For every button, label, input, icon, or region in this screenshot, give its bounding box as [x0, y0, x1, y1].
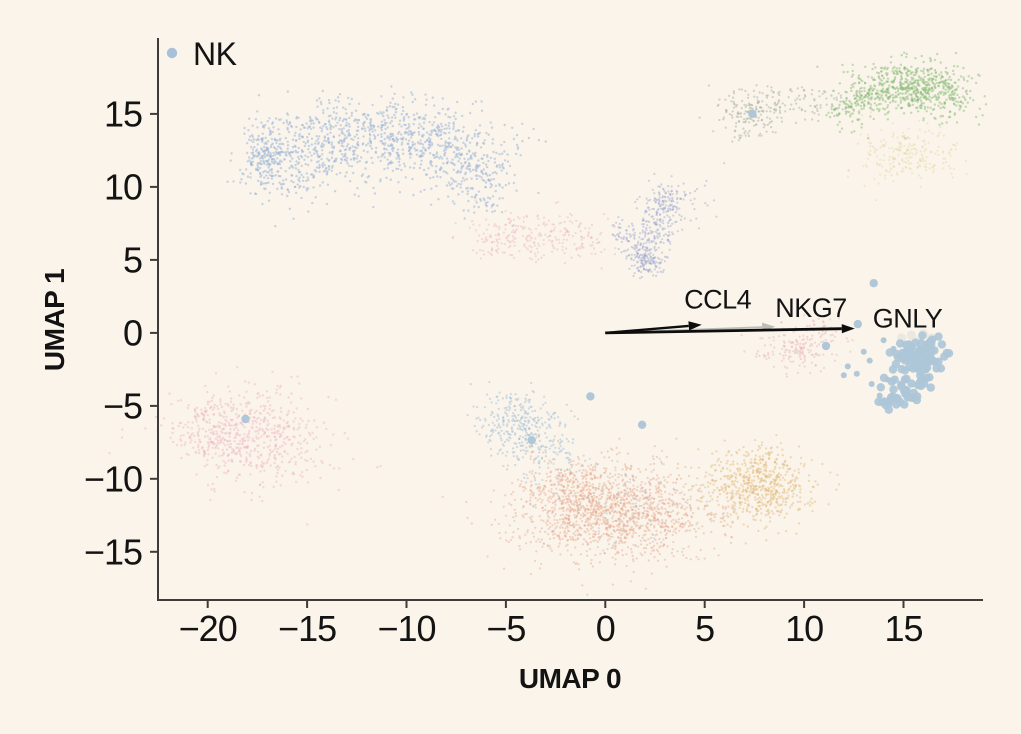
- cluster-orange-bottom: [663, 433, 841, 542]
- nk-medium-dots: [840, 337, 897, 408]
- gene-arrow-GNLY: [605, 324, 855, 335]
- gene-label-NKG7: NKG7: [775, 293, 847, 323]
- gene-arrow-shaft-GNLY: [605, 327, 842, 335]
- cluster-gray-bottommix: [513, 437, 741, 552]
- axes-layer: −20 −15 −10 −5 0 5 10 15 15 10 5 0 −5 −10 −15: [84, 38, 983, 649]
- y-tick-label: −5: [103, 385, 142, 426]
- cluster-violet-center: [611, 162, 726, 280]
- cluster-green-topright: [816, 51, 988, 140]
- y-tick-label: −15: [84, 531, 142, 572]
- gene-label-CCL4: CCL4: [684, 284, 752, 314]
- nk-highlight-layer: [241, 109, 954, 445]
- cluster-salmon-bottom: [441, 433, 781, 596]
- y-tick-label: 15: [104, 93, 142, 134]
- cluster-pink-right: [740, 314, 854, 378]
- x-tick-label: −5: [486, 608, 525, 649]
- x-tick-label: 0: [596, 608, 615, 649]
- gene-label-GNLY: GNLY: [873, 303, 943, 333]
- legend-nk-label: NK: [193, 36, 237, 72]
- x-tick-label: −15: [278, 608, 336, 649]
- cluster-sage-topmid: [698, 82, 879, 143]
- nk-outlier-dots: [241, 109, 878, 445]
- cluster-blue-bottommid: [466, 380, 587, 486]
- clusters-layer: [108, 51, 988, 596]
- cluster-pink-midleft: [451, 199, 625, 270]
- x-tick-label: 15: [884, 608, 922, 649]
- y-axis-title: UMAP 1: [39, 269, 70, 371]
- y-tick-label: 0: [123, 312, 142, 353]
- cluster-pink-bottomleft: [108, 366, 382, 526]
- gene-arrows-layer: CCL4 NKG7 GNLY: [605, 284, 943, 335]
- legend-nk-marker: [166, 47, 178, 59]
- gene-arrow-CCL4: [605, 321, 702, 335]
- nk-dense-cluster: [874, 331, 954, 414]
- y-tick-label: 10: [104, 166, 142, 207]
- x-tick-label: 5: [695, 608, 714, 649]
- cluster-yellow-right: [846, 102, 968, 202]
- x-tick-label: −20: [179, 608, 237, 649]
- x-axis-title: UMAP 0: [519, 663, 621, 694]
- legend: NK: [166, 36, 237, 72]
- gene-arrow-head-CCL4: [688, 321, 702, 331]
- x-tick-label: 10: [785, 608, 823, 649]
- cluster-blue-topleft: [226, 85, 547, 228]
- gene-arrow-shaft-CCL4: [605, 324, 689, 335]
- gene-arrow-head-GNLY: [841, 324, 855, 334]
- x-tick-label: −10: [377, 608, 435, 649]
- y-tick-label: −10: [84, 458, 142, 499]
- y-tick-label: 5: [123, 239, 142, 280]
